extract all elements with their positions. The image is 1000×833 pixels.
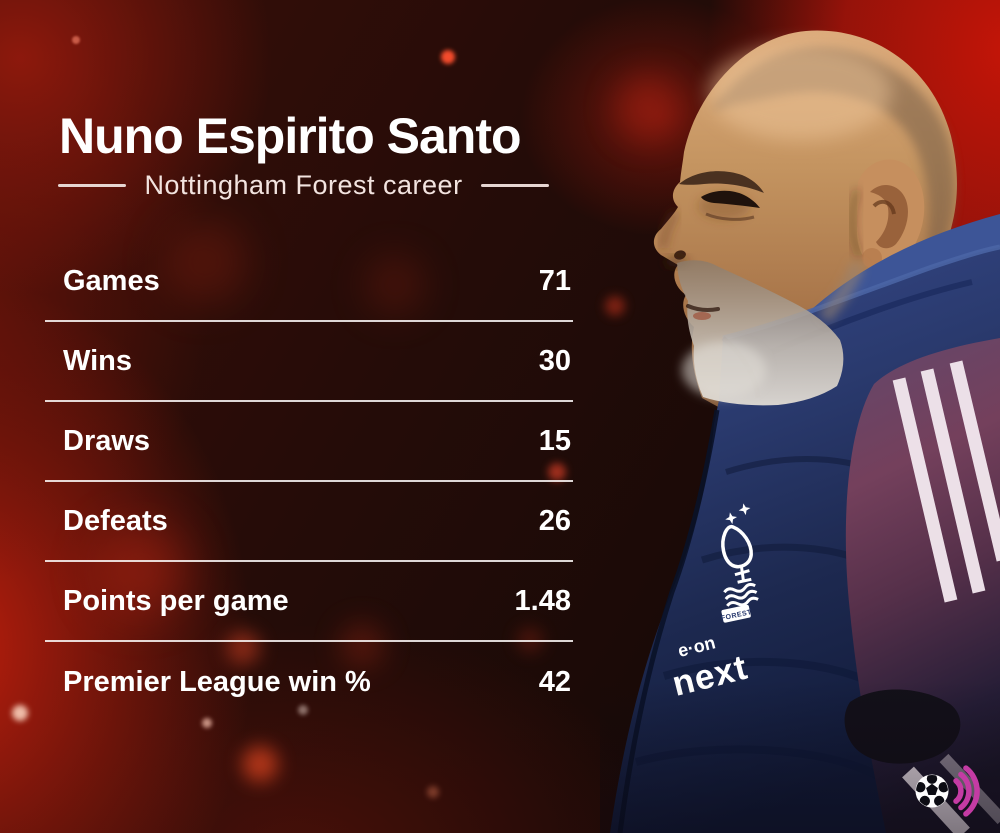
bokeh-dot [605, 296, 625, 316]
chin-highlight [682, 342, 766, 398]
eye [701, 190, 760, 208]
beard [677, 260, 865, 406]
bokeh-dot [242, 746, 278, 782]
stat-label: Points per game [63, 584, 289, 617]
stat-value: 26 [538, 504, 571, 537]
crest-trunk [734, 566, 752, 584]
stats-table: Games 71 Wins 30 Draws 15 Defeats 26 Poi… [45, 242, 573, 722]
bokeh-dot [95, 525, 185, 615]
mouth-line [686, 304, 720, 312]
stat-row-pl-win-pct: Premier League win % 42 [45, 642, 573, 722]
subtitle: Nottingham Forest career [45, 170, 562, 201]
subtitle-right-dash [480, 184, 549, 187]
bokeh-dot [616, 76, 680, 140]
bokeh-dot [365, 255, 425, 315]
scalp-stubble [712, 47, 955, 288]
stat-row-defeats: Defeats 26 [45, 482, 573, 562]
forest-crest: FOREST [720, 503, 759, 623]
stat-value: 71 [538, 264, 571, 297]
radio-waves-icon [953, 765, 980, 817]
stat-label: Premier League win % [63, 665, 371, 698]
crest-banner [721, 604, 751, 623]
stat-value: 15 [538, 424, 571, 457]
crest-waves [723, 582, 759, 607]
bokeh-dot [441, 50, 455, 64]
crown-highlight [708, 44, 892, 140]
nose-shadow [659, 210, 679, 249]
bokeh-dot [163, 220, 247, 304]
crest-star-icon [738, 503, 751, 516]
bokeh-dot [340, 623, 384, 667]
stat-row-wins: Wins 30 [45, 322, 573, 402]
stat-value: 42 [538, 665, 571, 698]
subtitle-text: Nottingham Forest career [144, 170, 463, 200]
stat-label: Defeats [63, 504, 168, 537]
bokeh-dot [548, 463, 566, 481]
stat-value: 30 [538, 344, 571, 377]
stat-row-draws: Draws 15 [45, 402, 573, 482]
sideburn [818, 261, 865, 323]
ear [849, 159, 925, 269]
bottom-vignette [600, 680, 1000, 833]
page-title: Nuno Espirito Santo [59, 108, 522, 164]
stat-value: 1.48 [514, 584, 571, 617]
bokeh-dot [202, 718, 212, 728]
crest-tree-icon [721, 524, 753, 569]
bokeh-dot [298, 705, 308, 715]
stat-label: Draws [63, 424, 151, 457]
lower-lip [693, 312, 711, 320]
header: Nuno Espirito Santo Nottingham Forest ca… [58, 108, 579, 200]
crest-star-icon [725, 512, 738, 525]
bokeh-dot [72, 36, 80, 44]
stat-label: Wins [63, 344, 133, 377]
adidas-stripes [892, 360, 1000, 603]
eyebrow [679, 171, 764, 193]
footer-logo [915, 765, 980, 817]
bokeh-dot [226, 631, 260, 665]
stat-row-games: Games 71 [45, 242, 573, 322]
under-eye-crease [705, 212, 755, 221]
subtitle-left-dash [58, 184, 127, 187]
football-icon [915, 774, 949, 808]
stat-row-points-per-game: Points per game 1.48 [45, 562, 573, 642]
bokeh-dot [12, 705, 28, 721]
stat-label: Games [63, 264, 160, 297]
bokeh-dot [427, 786, 439, 798]
